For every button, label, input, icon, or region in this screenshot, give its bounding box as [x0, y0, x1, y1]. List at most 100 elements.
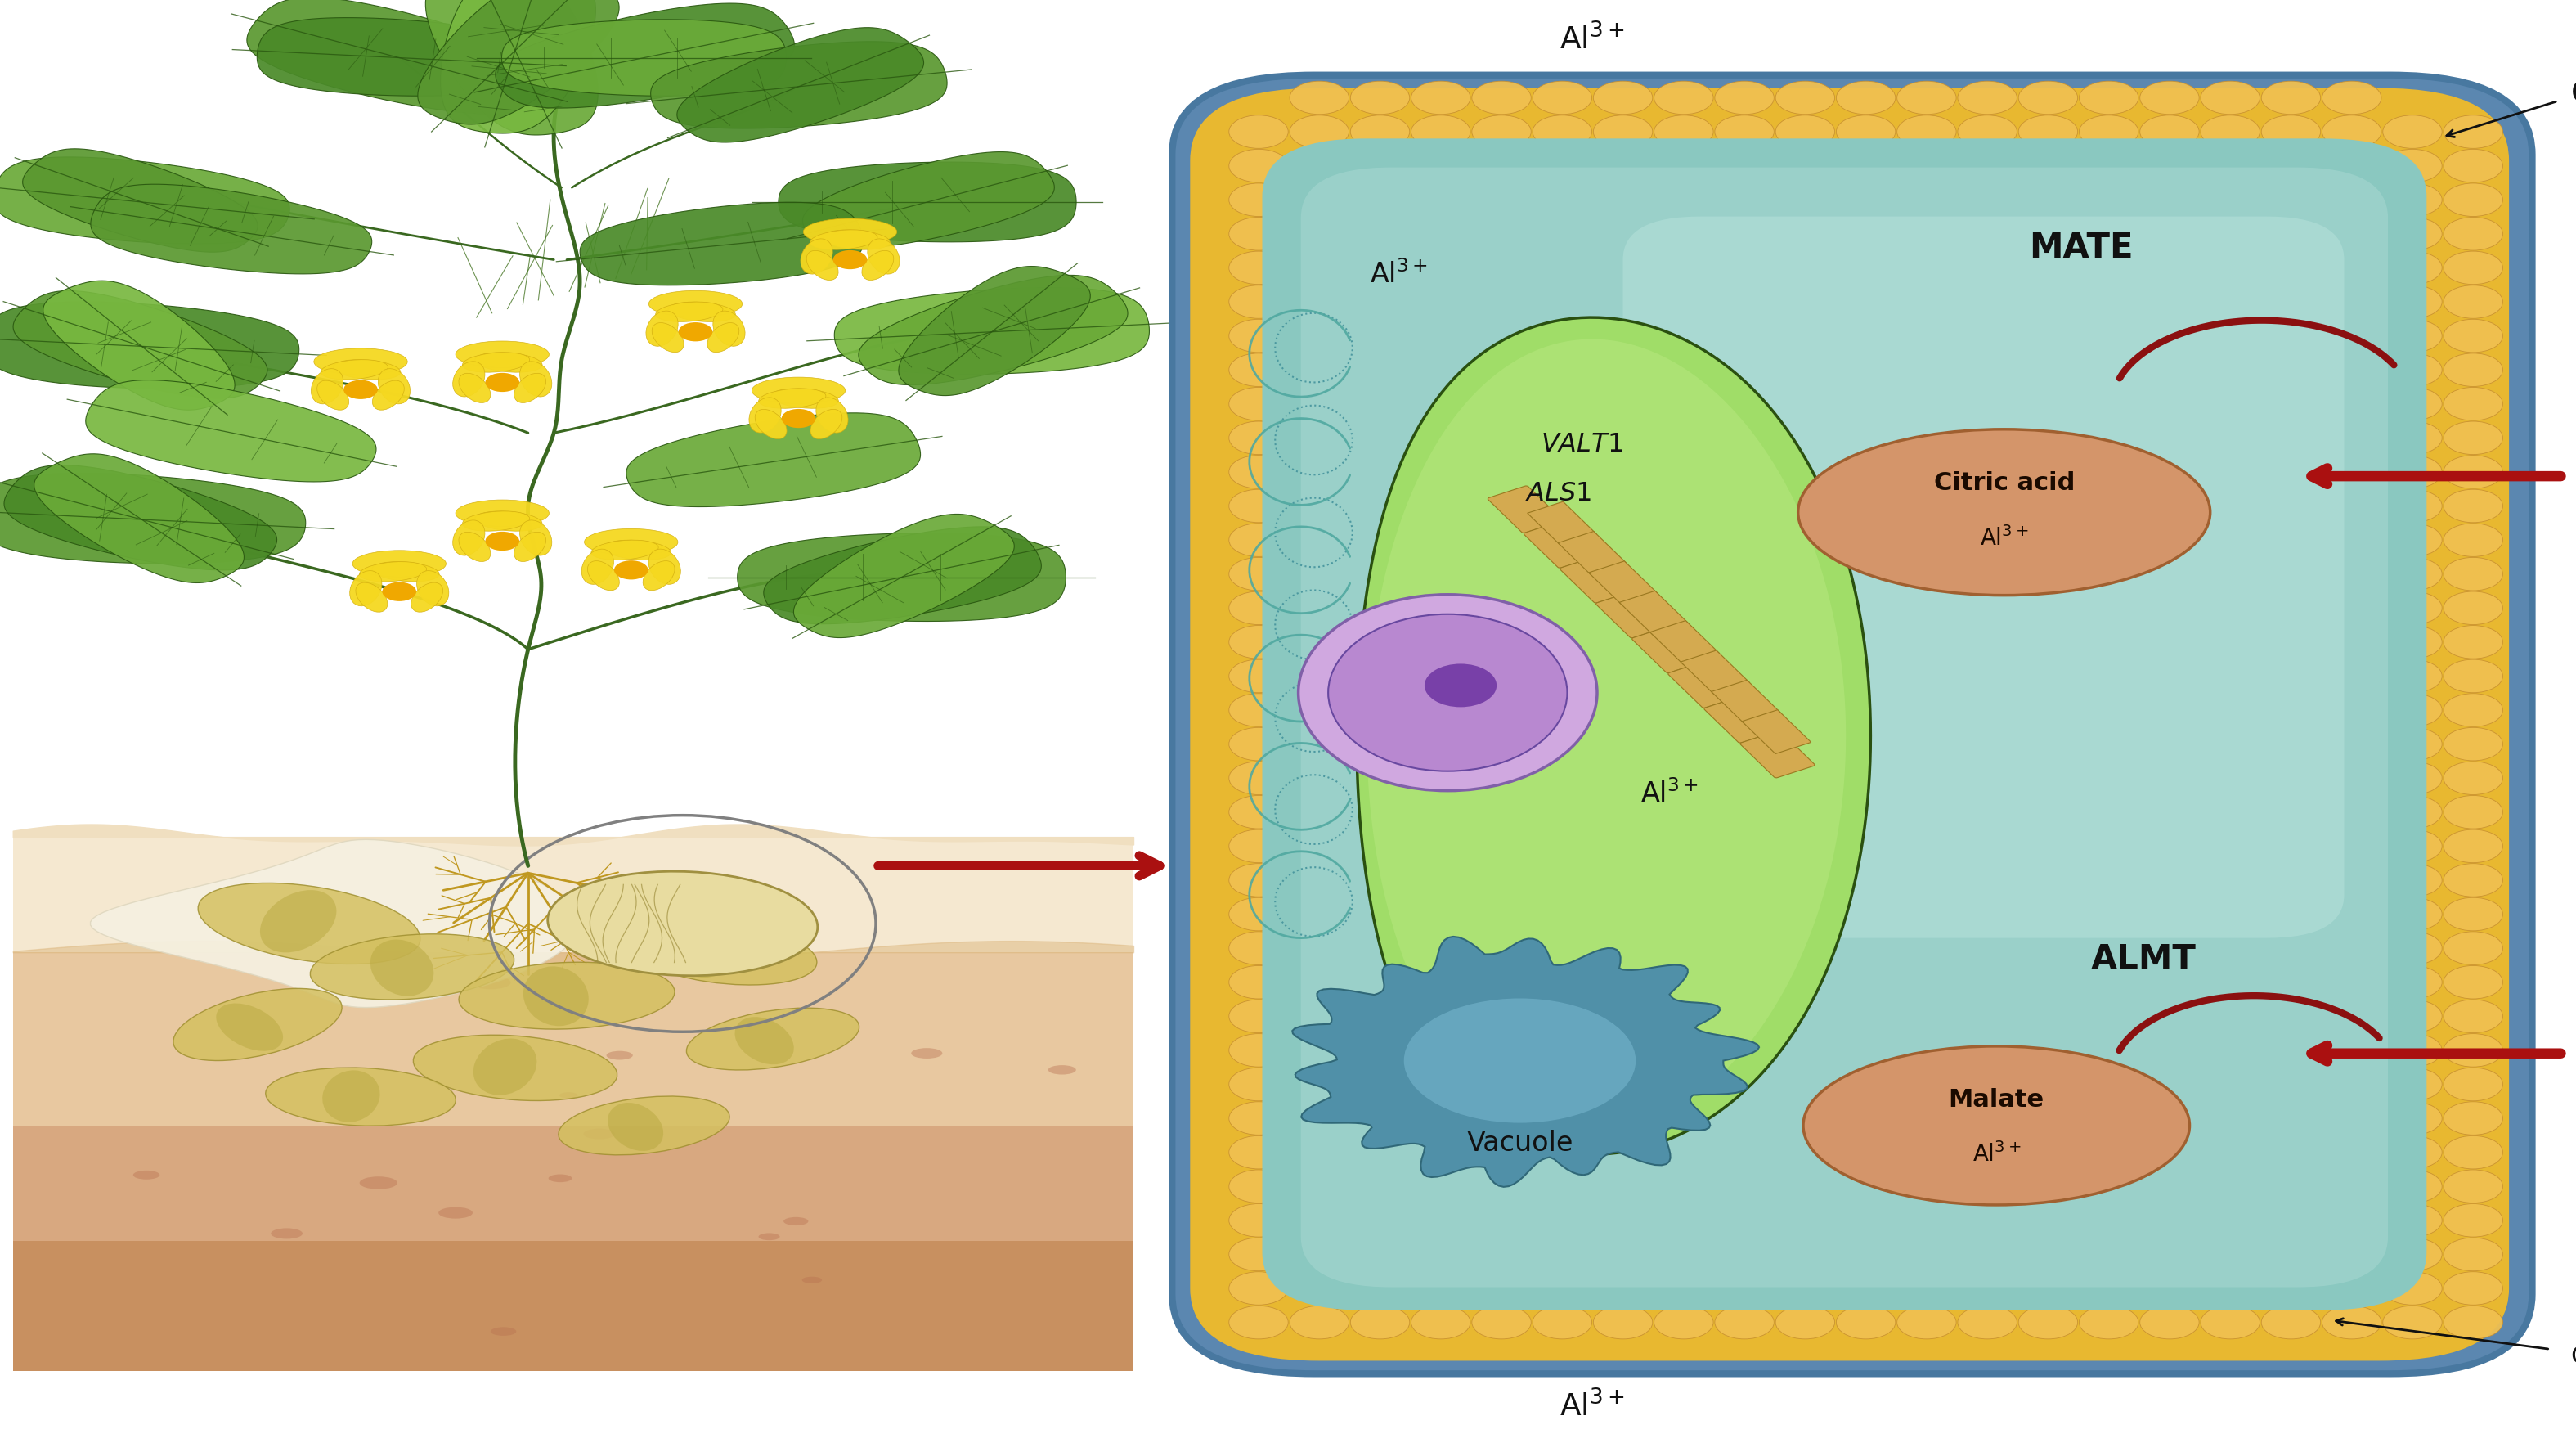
Circle shape — [2445, 218, 2504, 251]
Circle shape — [1958, 81, 2017, 114]
Polygon shape — [1558, 531, 1628, 576]
Circle shape — [2321, 1306, 2380, 1339]
Polygon shape — [417, 0, 618, 124]
FancyBboxPatch shape — [1561, 556, 1633, 603]
Circle shape — [1229, 456, 1288, 489]
Ellipse shape — [708, 323, 739, 352]
Ellipse shape — [832, 250, 868, 270]
Ellipse shape — [549, 1175, 572, 1182]
Circle shape — [2383, 1033, 2442, 1066]
Text: MATE: MATE — [2030, 231, 2133, 266]
Circle shape — [2200, 115, 2259, 149]
Circle shape — [2079, 81, 2138, 114]
FancyBboxPatch shape — [1597, 590, 1669, 638]
Circle shape — [2445, 557, 2504, 590]
FancyBboxPatch shape — [1190, 88, 2509, 1361]
Circle shape — [2383, 524, 2442, 557]
Circle shape — [2383, 286, 2442, 319]
Ellipse shape — [198, 883, 420, 964]
Text: $\mathit{VALT1}$: $\mathit{VALT1}$ — [1540, 431, 1623, 457]
Ellipse shape — [801, 238, 832, 274]
Circle shape — [2020, 81, 2079, 114]
Circle shape — [1654, 81, 1713, 114]
Polygon shape — [793, 514, 1015, 638]
Ellipse shape — [484, 372, 520, 392]
Circle shape — [1412, 81, 1471, 114]
Ellipse shape — [412, 583, 443, 612]
Ellipse shape — [453, 519, 484, 556]
Circle shape — [1896, 81, 1955, 114]
Polygon shape — [858, 276, 1128, 385]
Ellipse shape — [361, 561, 428, 582]
Ellipse shape — [379, 368, 410, 404]
Ellipse shape — [474, 352, 541, 372]
Circle shape — [2383, 183, 2442, 216]
Polygon shape — [90, 185, 371, 274]
Circle shape — [1229, 932, 1288, 965]
Polygon shape — [13, 1241, 1133, 1371]
Circle shape — [2445, 524, 2504, 557]
Ellipse shape — [649, 290, 742, 317]
Circle shape — [1471, 1306, 1530, 1339]
Polygon shape — [1358, 317, 1870, 1154]
Circle shape — [2383, 659, 2442, 693]
Text: Al$^{3+}$: Al$^{3+}$ — [1558, 25, 1625, 56]
Circle shape — [2445, 1238, 2504, 1271]
Polygon shape — [0, 302, 299, 388]
Circle shape — [2383, 592, 2442, 625]
Polygon shape — [425, 0, 598, 136]
FancyBboxPatch shape — [1623, 216, 2344, 938]
Ellipse shape — [412, 1035, 618, 1101]
Ellipse shape — [317, 381, 348, 410]
Circle shape — [2445, 251, 2504, 284]
Ellipse shape — [613, 560, 649, 580]
Circle shape — [1291, 81, 1350, 114]
Ellipse shape — [801, 1277, 822, 1283]
Circle shape — [2445, 898, 2504, 931]
Circle shape — [1471, 81, 1530, 114]
Ellipse shape — [471, 975, 510, 990]
Circle shape — [2262, 1306, 2321, 1339]
Ellipse shape — [817, 397, 848, 433]
Circle shape — [2321, 115, 2380, 149]
Circle shape — [1716, 81, 1775, 114]
Ellipse shape — [417, 570, 448, 606]
Circle shape — [2445, 489, 2504, 522]
Ellipse shape — [350, 570, 381, 606]
Ellipse shape — [587, 561, 618, 590]
Circle shape — [1533, 81, 1592, 114]
Ellipse shape — [1298, 595, 1597, 791]
Ellipse shape — [804, 218, 896, 245]
Circle shape — [1229, 965, 1288, 999]
Ellipse shape — [173, 988, 343, 1061]
Polygon shape — [440, 0, 595, 133]
Circle shape — [1229, 557, 1288, 590]
Polygon shape — [804, 152, 1054, 248]
Circle shape — [2383, 387, 2442, 420]
Polygon shape — [495, 3, 793, 108]
Circle shape — [2079, 1306, 2138, 1339]
Ellipse shape — [559, 1097, 729, 1154]
Circle shape — [1837, 1306, 1896, 1339]
Circle shape — [2383, 727, 2442, 760]
Polygon shape — [258, 17, 541, 95]
Ellipse shape — [520, 361, 551, 397]
Ellipse shape — [464, 352, 531, 372]
Circle shape — [2383, 251, 2442, 284]
Ellipse shape — [459, 532, 489, 561]
Text: ALMT: ALMT — [2092, 942, 2195, 977]
Text: Al$^{3+}$: Al$^{3+}$ — [1973, 1143, 2020, 1166]
Ellipse shape — [734, 1017, 793, 1065]
Ellipse shape — [371, 561, 438, 582]
Ellipse shape — [515, 532, 546, 561]
Ellipse shape — [265, 1068, 456, 1126]
Circle shape — [2383, 863, 2442, 896]
Circle shape — [2445, 1170, 2504, 1203]
Circle shape — [1229, 863, 1288, 896]
Circle shape — [1775, 81, 1834, 114]
Circle shape — [2445, 456, 2504, 489]
Circle shape — [2445, 319, 2504, 352]
Ellipse shape — [811, 410, 842, 439]
Ellipse shape — [750, 397, 781, 433]
Ellipse shape — [1798, 430, 2210, 596]
